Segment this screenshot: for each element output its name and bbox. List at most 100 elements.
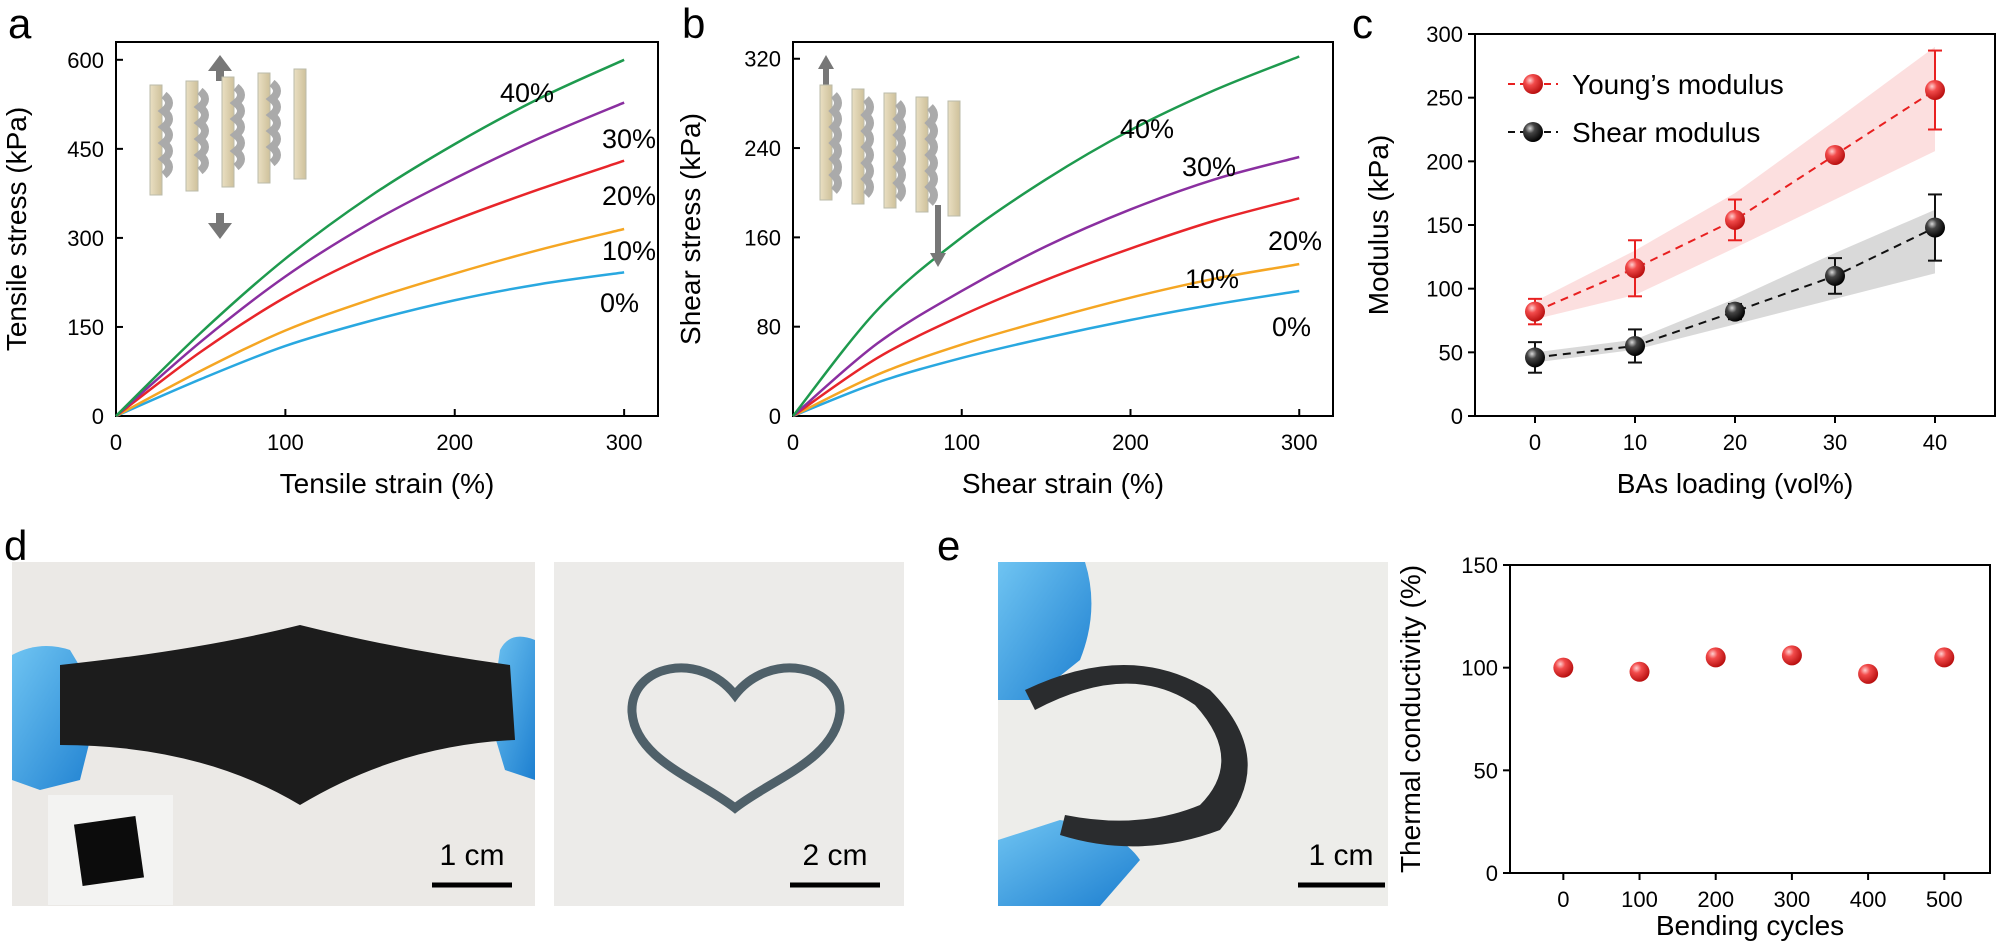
series-dashed-line [1534, 89, 1936, 313]
x-tick-label: 200 [1112, 430, 1149, 455]
y-tick-label: 240 [744, 136, 781, 161]
legend-marker [1523, 122, 1543, 142]
series-label-40pct: 40% [1120, 114, 1174, 144]
y-tick-label: 150 [1461, 553, 1498, 578]
panel-letter-b: b [682, 0, 705, 47]
x-tick-label: 500 [1926, 887, 1963, 912]
x-axis-label: Tensile strain (%) [280, 468, 495, 499]
y-axis-label: Shear stress (kPa) [675, 113, 706, 345]
y-tick-label: 100 [1461, 656, 1498, 681]
series-line-20pct [792, 197, 1300, 418]
y-tick-label: 160 [744, 225, 781, 250]
y-tick-label: 320 [744, 47, 781, 72]
series-label-0pct: 0% [600, 288, 639, 318]
black-film-icon [60, 625, 515, 805]
data-point [1553, 657, 1574, 678]
series-label-20pct: 20% [602, 181, 656, 211]
data-point [1925, 217, 1945, 238]
series-label-40pct: 40% [500, 78, 554, 108]
x-tick-label: 300 [1281, 430, 1318, 455]
data-point [1725, 301, 1745, 322]
data-point [1925, 80, 1945, 101]
x-axis-label: BAs loading (vol%) [1617, 468, 1854, 499]
data-point [1629, 661, 1650, 682]
x-tick-label: 40 [1923, 430, 1947, 455]
x-tick-label: 0 [110, 430, 122, 455]
plot-frame [792, 41, 1334, 417]
series-label-30pct: 30% [1182, 152, 1236, 182]
heart-film-icon [627, 663, 845, 814]
series-line-0pct [115, 271, 625, 418]
shear-schematic-icon [818, 55, 961, 267]
panel-letter-a: a [8, 0, 32, 47]
series-label-30pct: 30% [602, 124, 656, 154]
tensile-schematic-icon [149, 55, 307, 239]
y-tick-label: 250 [1426, 86, 1463, 111]
data-point [1934, 647, 1955, 668]
series-line-40pct [115, 58, 625, 417]
data-point [1625, 335, 1645, 356]
series-label-0pct: 0% [1272, 312, 1311, 342]
y-tick-label: 450 [67, 137, 104, 162]
data-point [1825, 144, 1845, 165]
photo-bent-film: 1 cm [998, 562, 1388, 906]
confidence-band [1535, 209, 1935, 363]
panel-letter-c: c [1352, 0, 1373, 47]
x-tick-label: 100 [267, 430, 304, 455]
series-line-10pct [115, 227, 625, 418]
photo-heart-film: 2 cm [554, 562, 904, 906]
y-tick-label: 150 [1426, 213, 1463, 238]
data-point [1825, 265, 1845, 286]
scale-label-d1: 1 cm [439, 839, 504, 872]
y-axis-label: Thermal conductivity (%) [1395, 565, 1426, 873]
legend-marker [1523, 74, 1543, 94]
series-label-10pct: 10% [602, 236, 656, 266]
scale-label-e: 1 cm [1308, 839, 1373, 872]
series-label-20pct: 20% [1268, 226, 1322, 256]
photo-stretched-film: 1 cm [12, 562, 535, 906]
series-line-30pct [115, 101, 625, 417]
y-tick-label: 0 [92, 404, 104, 429]
x-tick-label: 0 [787, 430, 799, 455]
panel-letter-d: d [4, 522, 27, 569]
x-axis-label: Shear strain (%) [962, 468, 1164, 499]
glove-top-icon [998, 562, 1092, 700]
legend-label: Shear modulus [1572, 117, 1760, 148]
y-tick-label: 600 [67, 48, 104, 73]
chart-tensile: 0 100 200 300 0 150 300 450 600 Tensile strain (%… [1, 41, 659, 499]
data-point [1781, 645, 1802, 666]
data-point [1705, 647, 1726, 668]
x-axis-label: Bending cycles [1656, 910, 1844, 941]
plot-frame [115, 41, 659, 417]
data-point [1525, 347, 1545, 368]
y-tick-label: 200 [1426, 149, 1463, 174]
y-tick-label: 0 [1486, 861, 1498, 886]
y-axis-label: Modulus (kPa) [1363, 135, 1394, 316]
data-point [1858, 663, 1879, 684]
y-tick-label: 0 [769, 404, 781, 429]
x-tick-label: 100 [943, 430, 980, 455]
x-tick-label: 300 [606, 430, 643, 455]
black-square-film-inset-icon [73, 815, 145, 887]
legend-label: Young’s modulus [1572, 69, 1784, 100]
x-tick-label: 300 [1774, 887, 1811, 912]
series-line-10pct [792, 262, 1300, 418]
chart-shear: 0 100 200 300 0 80 160 240 320 Shear strain (%) Sh… [675, 41, 1334, 499]
x-tick-label: 100 [1621, 887, 1658, 912]
plot-frame [1509, 564, 1991, 874]
series-line-30pct [792, 155, 1300, 417]
series-line-20pct [115, 159, 625, 417]
chart-thermal-conductivity: 0 100 200 300 400 500 0 50 100 150 Bending cycles T… [1395, 553, 1991, 941]
x-tick-label: 10 [1623, 430, 1647, 455]
y-axis-label: Tensile stress (kPa) [1, 107, 32, 351]
y-tick-label: 50 [1439, 340, 1463, 365]
x-tick-label: 30 [1823, 430, 1847, 455]
series-line-40pct [792, 55, 1300, 417]
y-tick-label: 300 [1426, 22, 1463, 47]
y-tick-label: 50 [1474, 758, 1498, 783]
x-tick-label: 400 [1850, 887, 1887, 912]
chart-modulus: 0 10 20 30 40 0 50 100 150 200 250 300 BAs loading (… [1363, 22, 1996, 499]
series-line-0pct [792, 289, 1300, 418]
data-point [1525, 301, 1545, 322]
